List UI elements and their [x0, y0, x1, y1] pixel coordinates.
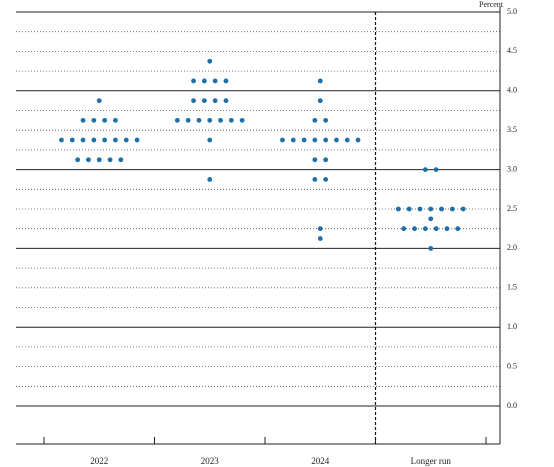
- dot: [422, 226, 428, 232]
- dot: [207, 117, 213, 123]
- dot: [449, 206, 455, 212]
- dot: [212, 78, 218, 84]
- dot: [280, 137, 285, 143]
- x-tick-label: Longer run: [411, 456, 452, 466]
- dot: [239, 117, 245, 123]
- dot: [212, 98, 218, 104]
- dot: [323, 117, 329, 123]
- dot: [191, 78, 196, 84]
- y-tick-label: 0.5: [507, 361, 517, 370]
- y-tick-label: 5.0: [507, 7, 517, 16]
- dot: [355, 137, 361, 143]
- y-axis-label: Percent: [479, 0, 504, 9]
- dot: [317, 226, 323, 232]
- dot: [428, 216, 434, 222]
- x-tick-label: 2023: [201, 456, 220, 466]
- dot: [113, 117, 118, 123]
- dot: [59, 137, 64, 143]
- dot: [207, 58, 213, 64]
- dot: [428, 206, 434, 212]
- y-tick-label: 3.5: [507, 125, 517, 134]
- y-tick-label: 3.0: [507, 164, 517, 173]
- dot: [185, 117, 191, 123]
- dot: [323, 137, 329, 143]
- dot: [69, 137, 75, 143]
- dot: [428, 246, 434, 251]
- dot: [107, 157, 113, 163]
- x-tick-label: 2022: [90, 456, 108, 466]
- dot: [406, 206, 412, 212]
- dot: [344, 137, 350, 143]
- dot: [439, 206, 444, 212]
- dot: [317, 78, 323, 84]
- dot: [201, 98, 207, 104]
- dot: [444, 226, 450, 232]
- dot: [312, 177, 318, 182]
- dot: [301, 137, 307, 143]
- dot: [460, 206, 466, 212]
- dot: [134, 137, 140, 143]
- dot: [75, 157, 81, 163]
- dot: [218, 117, 223, 123]
- y-tick-label: 1.5: [507, 283, 517, 292]
- y-tick-label: 2.5: [507, 204, 517, 213]
- dot: [96, 98, 102, 104]
- dot: [80, 117, 86, 123]
- dot: [228, 117, 234, 123]
- dot: [395, 206, 401, 212]
- dot: [323, 157, 329, 163]
- dot: [223, 78, 229, 84]
- dot: [86, 157, 91, 163]
- y-tick-label: 4.5: [507, 46, 517, 55]
- dot: [433, 167, 439, 173]
- y-tick-label: 2.0: [507, 243, 517, 252]
- dot: [123, 137, 129, 143]
- dot: [401, 226, 407, 232]
- y-tick-label: 0.0: [507, 401, 517, 410]
- dot: [207, 137, 213, 143]
- dot: [191, 98, 196, 104]
- x-tick-label: 2024: [311, 456, 330, 466]
- dot: [80, 137, 86, 143]
- dot: [102, 137, 108, 143]
- y-tick-label: 4.0: [507, 86, 517, 95]
- dot: [91, 137, 97, 143]
- dot: [96, 157, 102, 163]
- dot: [223, 98, 229, 104]
- dot: [422, 167, 428, 173]
- dot: [312, 117, 318, 123]
- dot: [201, 78, 207, 84]
- y-tick-label: 1.0: [507, 322, 517, 331]
- dot: [334, 137, 339, 143]
- dot: [290, 137, 296, 143]
- dot: [102, 117, 108, 123]
- dot: [417, 206, 423, 212]
- dot: [412, 226, 417, 232]
- dot: [118, 157, 124, 163]
- dot: [174, 117, 180, 123]
- dot: [323, 177, 329, 182]
- dot: [317, 98, 323, 104]
- dot: [113, 137, 118, 143]
- dot: [196, 117, 202, 123]
- dot: [317, 236, 323, 241]
- dot: [91, 117, 97, 123]
- dot: [455, 226, 461, 232]
- dot: [312, 157, 318, 163]
- dot: [433, 226, 439, 232]
- dot: [312, 137, 318, 143]
- dot: [207, 177, 213, 182]
